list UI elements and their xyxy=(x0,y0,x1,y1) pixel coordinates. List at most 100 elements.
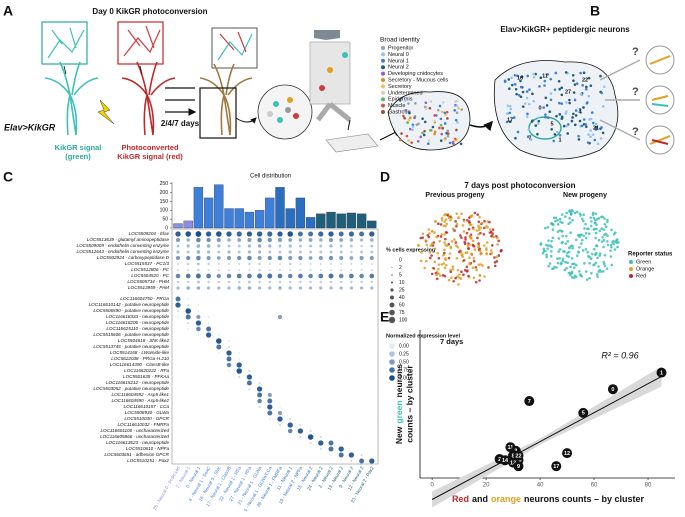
cell-dot xyxy=(601,131,605,135)
cell-dot xyxy=(558,87,561,91)
cell-dot xyxy=(549,98,553,102)
cell-dot xyxy=(485,241,489,244)
point xyxy=(500,455,510,466)
expression-dot xyxy=(289,268,292,272)
cell-dot xyxy=(570,276,574,279)
cell-dot xyxy=(424,101,428,104)
expression-dot xyxy=(238,268,241,272)
cell-dot xyxy=(560,102,564,105)
cell-dot xyxy=(578,270,581,273)
legend-title: Reporter status xyxy=(628,252,673,258)
cell-dot xyxy=(569,271,572,275)
legend-entry: 10 xyxy=(399,280,405,286)
gene-label: LOC5513959 - PAM xyxy=(128,285,169,290)
cell-dot xyxy=(427,139,431,142)
cell-dot xyxy=(567,222,570,226)
bar xyxy=(356,213,367,229)
cell-dot xyxy=(581,84,584,87)
cell-dot xyxy=(566,240,570,243)
cell-dot xyxy=(435,273,439,277)
cell-dot xyxy=(606,240,609,243)
expression-dot xyxy=(248,262,251,266)
point xyxy=(656,367,667,378)
expression-dot xyxy=(359,273,364,279)
expression-dot xyxy=(207,322,210,324)
cell-dot xyxy=(606,243,610,247)
gene-label: LOC5515537 - PC1/3 xyxy=(125,261,170,266)
cell-dot xyxy=(446,213,449,217)
cell-dot xyxy=(562,250,565,253)
expression-dot xyxy=(217,268,220,272)
expression-dot xyxy=(196,280,200,284)
cell-dot xyxy=(423,129,426,133)
cell-dot xyxy=(590,271,593,275)
cell-dot xyxy=(526,112,529,116)
legend-entry: 0 xyxy=(399,257,402,263)
cell-dot xyxy=(550,245,554,249)
cell-dot xyxy=(536,122,540,125)
cell-dot xyxy=(537,119,541,123)
legend-swatch xyxy=(381,71,385,76)
expression-dot xyxy=(277,416,283,422)
cell-dot xyxy=(451,141,455,144)
cell-dot xyxy=(433,247,437,251)
legend-dot xyxy=(388,316,396,324)
cell-dot xyxy=(442,224,446,228)
cell-dot xyxy=(553,265,556,269)
expression-dot xyxy=(238,352,240,354)
cell-dot xyxy=(570,119,574,123)
cell-dot xyxy=(408,116,412,120)
cell-dot xyxy=(599,74,602,78)
cell-dot xyxy=(439,139,443,142)
legend-swatch xyxy=(381,78,385,82)
bar xyxy=(244,211,255,229)
expression-dot xyxy=(187,268,190,272)
cell-dot xyxy=(428,251,432,254)
expression-dot xyxy=(226,273,232,279)
expression-dot xyxy=(268,244,272,248)
cell-dot xyxy=(590,252,594,256)
gene-label: LOC5508930 - GLWa xyxy=(125,410,170,415)
cell-dot xyxy=(572,276,576,279)
cell-dot xyxy=(569,244,573,248)
cell-dot xyxy=(437,267,440,271)
expression-dot xyxy=(369,231,375,237)
x-axis-label: Red and orange neurons counts – by cluster xyxy=(452,494,645,504)
panel-title: Elav>KikGR+ peptidergic neurons xyxy=(500,25,630,34)
expression-dot xyxy=(196,255,201,261)
cell-dot xyxy=(542,247,546,251)
expression-dot xyxy=(370,268,373,272)
expression-dot xyxy=(359,231,365,237)
expression-dot xyxy=(360,268,363,272)
legend-entry: Neural 0 xyxy=(388,52,409,58)
expression-dot xyxy=(248,369,251,373)
cell-dot xyxy=(547,239,550,242)
red-signal: KikGR signal (red) xyxy=(117,152,183,161)
cell-dot xyxy=(589,224,593,228)
expression-dot xyxy=(338,273,344,279)
y-tick-label: 150 xyxy=(160,199,169,205)
legend-entry: Orange xyxy=(636,266,654,272)
cell-dot xyxy=(443,220,447,223)
expression-dot xyxy=(226,255,232,261)
cell-dot xyxy=(479,231,482,235)
cell-dot xyxy=(411,128,414,131)
cell-dot xyxy=(609,255,613,258)
expression-dot xyxy=(227,280,231,284)
legend-dot xyxy=(390,281,394,284)
cell-dot xyxy=(440,110,444,114)
expression-dot xyxy=(246,374,253,380)
cell-dot xyxy=(603,233,606,237)
cell-dot xyxy=(563,215,567,218)
cell-dot xyxy=(444,243,447,247)
cell-dot xyxy=(564,112,568,115)
expression-dot xyxy=(268,286,272,290)
cell-dot xyxy=(405,134,409,138)
expression-dot xyxy=(216,237,221,243)
expression-dot xyxy=(268,268,271,272)
cell-dot xyxy=(483,275,486,278)
cluster-label: 21 xyxy=(593,125,599,131)
legend-swatch xyxy=(381,58,385,63)
cell-dot xyxy=(592,216,596,220)
expression-dot xyxy=(237,255,242,261)
